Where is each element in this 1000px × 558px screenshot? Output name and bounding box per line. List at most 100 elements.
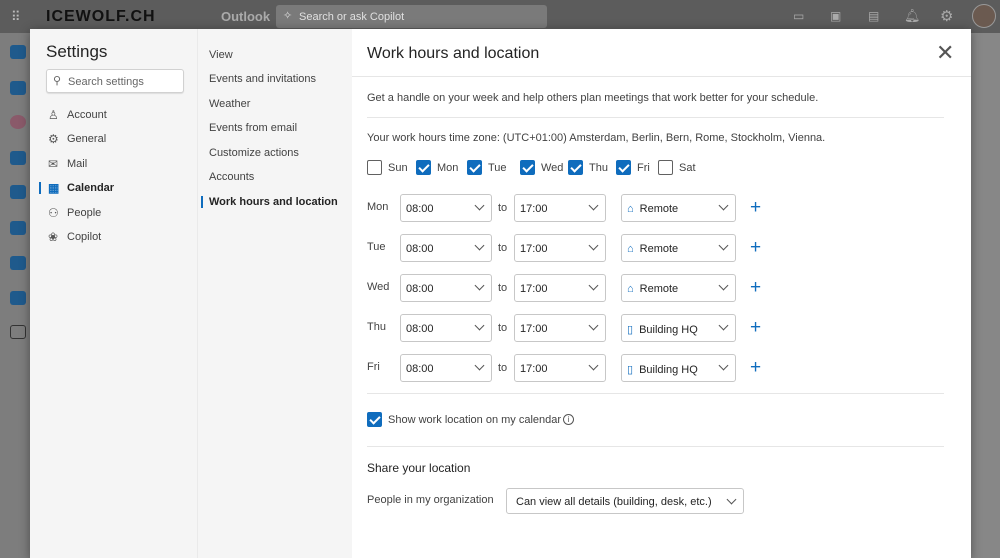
day-checkbox-sat[interactable]	[658, 160, 673, 175]
location-value: Remote	[639, 203, 679, 215]
subnav-view[interactable]: View	[209, 49, 233, 61]
start-time-dropdown[interactable]: 08:00	[400, 234, 492, 262]
category-account[interactable]: ♙ Account	[48, 108, 188, 123]
chevron-down-icon	[718, 360, 729, 371]
mail-icon[interactable]	[10, 45, 26, 59]
category-mail[interactable]: ✉ Mail	[48, 157, 188, 172]
subnav-events-from-email[interactable]: Events from email	[209, 122, 298, 134]
start-time-dropdown[interactable]: 08:00	[400, 354, 492, 382]
notes-icon[interactable]: ▤	[868, 9, 880, 23]
copilot-search-icon: ✧	[283, 10, 293, 22]
to-label: to	[498, 282, 508, 294]
show-location-checkbox[interactable]	[367, 412, 382, 427]
subnav-work-hours[interactable]: Work hours and location	[209, 196, 338, 208]
end-time-dropdown[interactable]: 17:00	[514, 234, 606, 262]
chevron-down-icon	[718, 320, 729, 331]
person-icon: ♙	[48, 108, 59, 122]
divider	[367, 117, 944, 118]
chevron-down-icon	[474, 240, 485, 251]
day-label: Fri	[637, 162, 650, 174]
location-dropdown[interactable]: ⌂ Remote	[621, 194, 736, 222]
day-checkbox-sun[interactable]	[367, 160, 382, 175]
app-launcher-icon[interactable]: ⠿	[11, 9, 21, 24]
end-time: 17:00	[520, 203, 548, 215]
end-time-dropdown[interactable]: 17:00	[514, 314, 606, 342]
day-checkbox-mon[interactable]	[416, 160, 431, 175]
todo-icon[interactable]	[10, 185, 26, 199]
share-dropdown[interactable]: Can view all details (building, desk, et…	[506, 488, 744, 514]
onedrive-icon[interactable]	[10, 291, 26, 305]
gear-icon[interactable]: ⚙	[940, 8, 954, 25]
settings-dialog: Settings ⚲ Search settings ♙ Account ⚙ Gen…	[30, 29, 971, 558]
settings-title: Settings	[46, 42, 108, 61]
day-checkbox-wed[interactable]	[520, 160, 535, 175]
search-box[interactable]: ✧ Search or ask Copilot	[276, 5, 547, 28]
end-time-dropdown[interactable]: 17:00	[514, 354, 606, 382]
chat-icon[interactable]: ▭	[793, 9, 805, 23]
start-time-dropdown[interactable]: 08:00	[400, 274, 492, 302]
info-icon[interactable]: i	[563, 414, 574, 425]
category-label: People	[67, 207, 102, 219]
share-label: People in my organization	[367, 494, 494, 506]
chevron-down-icon	[474, 280, 485, 291]
location-dropdown[interactable]: ⌂ Remote	[621, 234, 736, 262]
category-label: Copilot	[67, 231, 102, 243]
files-icon[interactable]	[10, 221, 26, 235]
intro-text: Get a handle on your week and help other…	[367, 92, 819, 104]
close-button[interactable]: ✕	[936, 40, 955, 65]
add-location-button[interactable]: +	[750, 197, 762, 218]
outlook-icon[interactable]: ▣	[830, 9, 842, 23]
location-value: Remote	[639, 243, 679, 255]
category-calendar[interactable]: ▦ Calendar	[48, 181, 188, 196]
start-time-dropdown[interactable]: 08:00	[400, 314, 492, 342]
category-people[interactable]: ⚇ People	[48, 206, 188, 221]
divider	[367, 446, 944, 447]
end-time-dropdown[interactable]: 17:00	[514, 194, 606, 222]
row-day: Thu	[367, 321, 386, 333]
search-settings-input[interactable]: ⚲ Search settings	[46, 69, 184, 93]
timezone-text: Your work hours time zone: (UTC+01:00) A…	[367, 132, 826, 144]
show-location-label: Show work location on my calendar	[388, 414, 562, 426]
chevron-down-icon	[588, 360, 599, 371]
day-label: Wed	[541, 162, 564, 174]
category-general[interactable]: ⚙ General	[48, 132, 188, 147]
chevron-down-icon	[718, 280, 729, 291]
subnav-weather[interactable]: Weather	[209, 98, 251, 110]
start-time-dropdown[interactable]: 08:00	[400, 194, 492, 222]
divider	[367, 393, 944, 394]
start-time: 08:00	[406, 283, 434, 295]
add-location-button[interactable]: +	[750, 317, 762, 338]
bell-icon[interactable]: 🔔︎	[904, 8, 921, 23]
copilot-icon[interactable]	[10, 115, 26, 129]
subnav-accounts[interactable]: Accounts	[209, 171, 255, 183]
org-icon[interactable]	[10, 256, 26, 270]
day-checkbox-tue[interactable]	[467, 160, 482, 175]
location-dropdown[interactable]: ▯ Building HQ	[621, 314, 736, 342]
people-icon[interactable]	[10, 151, 26, 165]
add-location-button[interactable]: +	[750, 237, 762, 258]
chevron-down-icon	[588, 320, 599, 331]
category-copilot[interactable]: ❀ Copilot	[48, 230, 188, 245]
calendar-icon[interactable]	[10, 81, 26, 95]
copilot-icon: ❀	[48, 230, 59, 244]
to-label: to	[498, 202, 508, 214]
to-label: to	[498, 242, 508, 254]
row-day: Fri	[367, 361, 380, 373]
day-checkbox-thu[interactable]	[568, 160, 583, 175]
subnav-customize-actions[interactable]: Customize actions	[209, 147, 299, 159]
add-location-button[interactable]: +	[750, 277, 762, 298]
category-label: Mail	[67, 158, 88, 170]
gear-icon: ⚙	[48, 132, 59, 146]
day-checkbox-fri[interactable]	[616, 160, 631, 175]
app-name[interactable]: Outlook	[221, 9, 271, 24]
apps-icon[interactable]	[10, 325, 26, 339]
avatar[interactable]	[972, 4, 996, 28]
day-label: Thu	[589, 162, 608, 174]
location-dropdown[interactable]: ▯ Building HQ	[621, 354, 736, 382]
subnav-events-invitations[interactable]: Events and invitations	[209, 73, 317, 85]
end-time-dropdown[interactable]: 17:00	[514, 274, 606, 302]
brand-logo: ICEWOLF.CH	[46, 8, 156, 25]
end-time: 17:00	[520, 243, 548, 255]
location-dropdown[interactable]: ⌂ Remote	[621, 274, 736, 302]
add-location-button[interactable]: +	[750, 357, 762, 378]
